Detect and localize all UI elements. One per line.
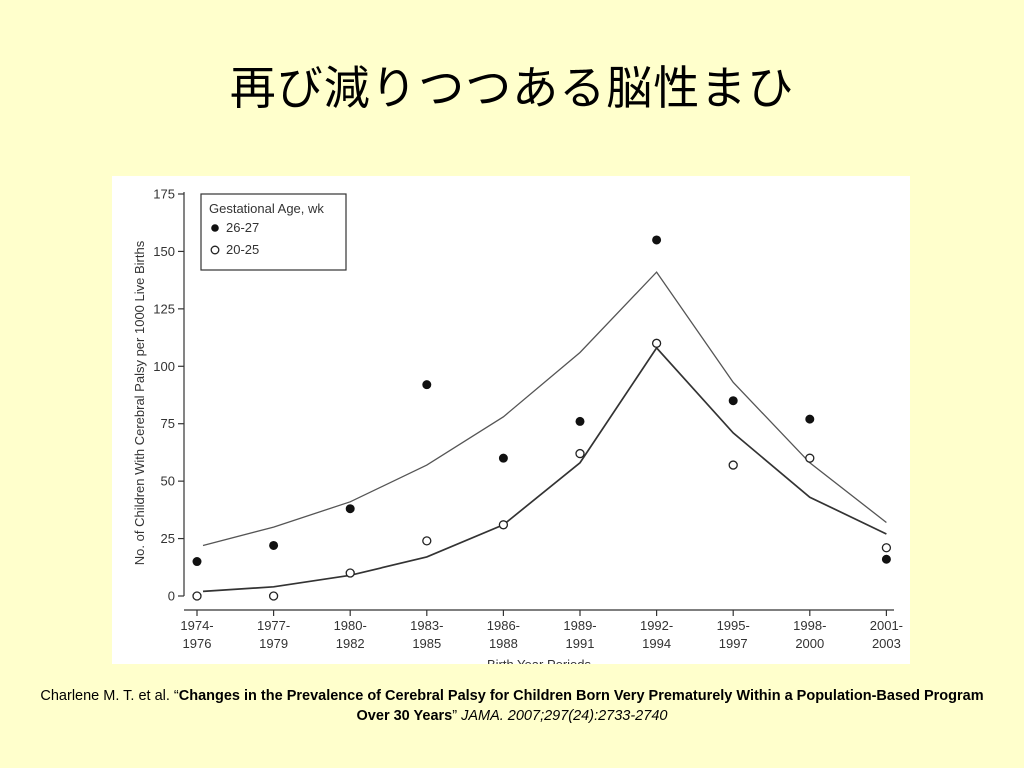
x-tick-label: 1994 [642,636,671,651]
data-point-26-27 [575,416,585,426]
x-tick-label: 2001- [870,618,903,633]
x-tick-label: 1974- [180,618,213,633]
legend-title: Gestational Age, wk [209,201,324,216]
x-tick-label: 1997 [719,636,748,651]
legend-marker-20-25 [210,245,220,255]
data-point-26-27 [192,557,202,567]
data-point-26-27 [728,396,738,406]
data-point-26-27 [881,554,891,564]
data-point-20-25 [498,520,509,530]
data-point-20-25 [422,536,432,546]
data-point-20-25 [268,591,279,601]
data-point-26-27 [652,235,662,245]
x-tick-label: 1986- [487,618,520,633]
legend: Gestational Age, wk 26-27 20-25 [200,193,347,271]
x-tick-label: 1976 [183,636,212,651]
citation-title: Changes in the Prevalence of Cerebral Pa… [178,688,984,724]
trend-lines [202,271,887,593]
slide-title: 再び減りつつある脳性まひ [229,61,795,115]
legend-box [200,193,347,271]
y-tick-label: 175 [153,187,175,202]
data-point-20-25 [345,568,355,578]
data-point-20-25 [881,543,892,553]
trend-line-26-27 [202,271,887,547]
legend-label: 26-27 [226,220,259,235]
citation-close-quote: ” [452,708,462,724]
x-tick-label: 1988 [489,636,518,651]
x-tick-label: 1991 [566,636,595,651]
data-point-20-25 [651,338,662,348]
cerebral-palsy-chart: 0 25 50 75 100 125 150 175 1974- 1976 1977- 1979 198… [132,187,903,665]
data-point-26-27 [498,453,508,463]
y-tick-label: 125 [153,301,175,316]
y-tick-label: 150 [153,244,175,259]
x-tick-label: 1992- [640,618,673,633]
citation-journal: JAMA. 2007;297(24):2733-2740 [461,708,668,724]
data-point-26-27 [345,504,355,514]
x-tick-label: 1985 [412,636,441,651]
x-tick-label: 1995- [717,618,750,633]
chart-panel: 0 25 50 75 100 125 150 175 1974- 1976 1977- 1979 198… [112,176,910,664]
x-tick-label: 1983- [410,618,443,633]
x-tick-label: 2003 [872,636,901,651]
data-point-26-27 [269,540,279,550]
x-tick-label: 1982 [336,636,365,651]
axes: 0 25 50 75 100 125 150 175 1974- 1976 1977- 1979 198… [132,187,903,665]
x-tick-label: 1977- [257,618,290,633]
y-tick-label: 100 [153,359,175,374]
y-tick-label: 25 [161,531,175,546]
data-point-20-25 [728,460,738,470]
data-point-20-25 [192,591,202,601]
x-tick-label: 1998- [793,618,826,633]
y-axis-title: No. of Children With Cerebral Palsy per … [132,240,147,565]
y-tick-label: 50 [161,474,175,489]
data-point-26-27 [805,414,815,424]
trend-line-20-25 [202,346,887,593]
legend-label: 20-25 [226,242,259,257]
x-axis-title: Birth Year Periods [487,657,592,664]
x-tick-label: 1989- [563,618,596,633]
y-tick-label: 75 [161,416,175,431]
data-points [192,235,892,601]
data-point-26-27 [422,380,432,390]
citation: Charlene M. T. et al. “Changes in the Pr… [40,686,984,726]
citation-authors: Charlene M. T. et al. “ [40,688,179,704]
y-tick-label: 0 [168,589,175,604]
data-point-20-25 [575,448,585,459]
legend-marker-26-27 [211,224,219,232]
x-tick-label: 2000 [795,636,824,651]
data-point-20-25 [805,453,815,463]
x-tick-label: 1979 [259,636,288,651]
x-tick-label: 1980- [334,618,367,633]
